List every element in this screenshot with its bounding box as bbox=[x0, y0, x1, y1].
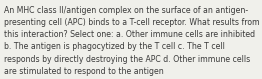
Text: presenting cell (APC) binds to a T-cell receptor. What results from: presenting cell (APC) binds to a T-cell … bbox=[4, 18, 260, 27]
Text: b. The antigen is phagocytized by the T cell c. The T cell: b. The antigen is phagocytized by the T … bbox=[4, 42, 225, 51]
Text: are stimulated to respond to the antigen: are stimulated to respond to the antigen bbox=[4, 67, 164, 76]
Text: responds by directly destroying the APC d. Other immune cells: responds by directly destroying the APC … bbox=[4, 55, 250, 64]
Text: this interaction? Select one: a. Other immune cells are inhibited: this interaction? Select one: a. Other i… bbox=[4, 30, 255, 39]
Text: An MHC class II/antigen complex on the surface of an antigen-: An MHC class II/antigen complex on the s… bbox=[4, 6, 248, 15]
